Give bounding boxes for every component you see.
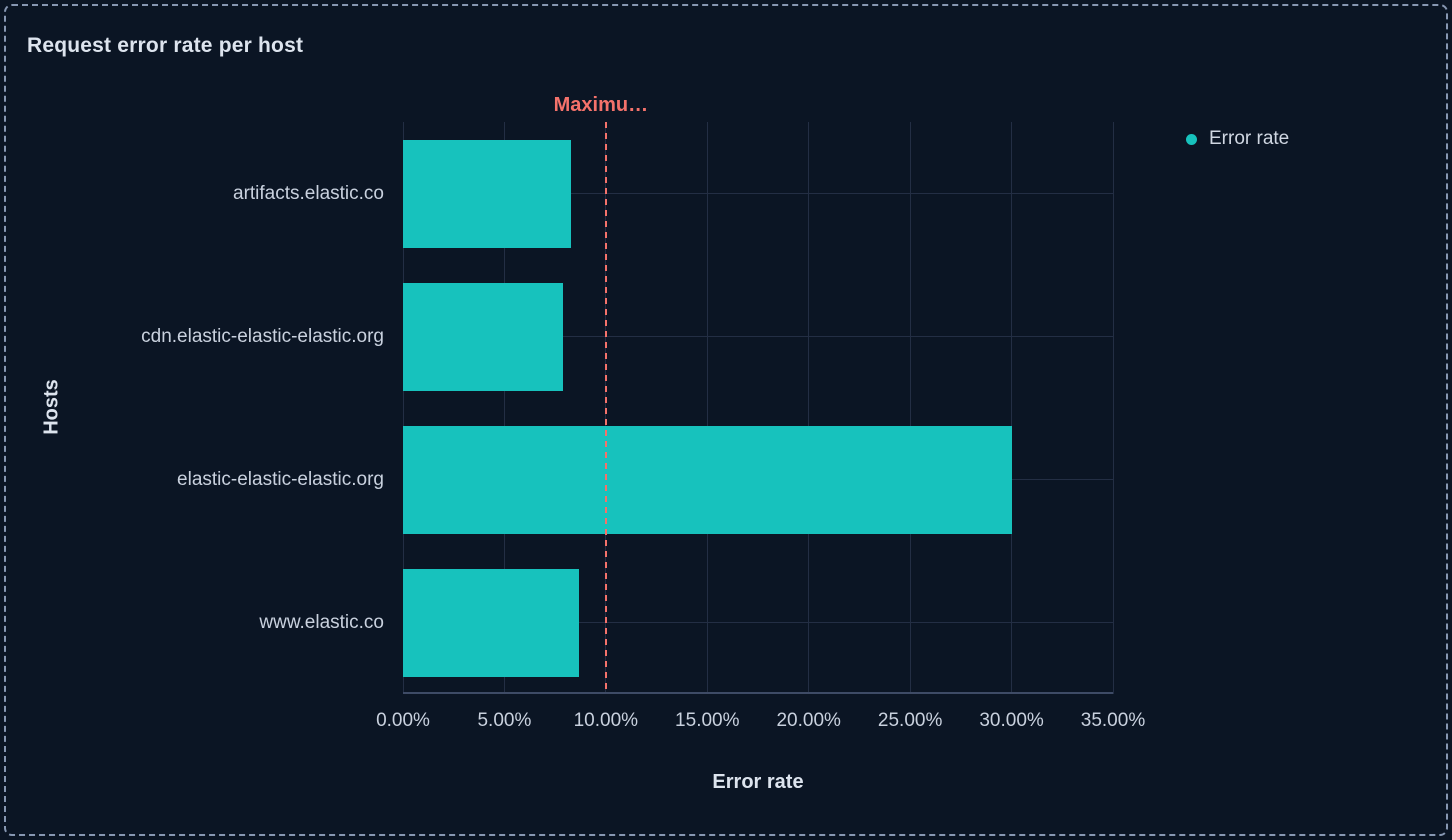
- x-tick-label: 25.00%: [877, 710, 943, 731]
- gridline-vertical: [909, 122, 911, 694]
- gridline-vertical: [503, 122, 505, 694]
- x-axis-title: Error rate: [712, 771, 804, 793]
- x-tick-label: 20.00%: [776, 710, 841, 731]
- y-category-label: www.elastic.co: [259, 611, 384, 633]
- x-tick-label: 15.00%: [675, 710, 740, 731]
- chart-plot-area: Maximu…: [402, 94, 1114, 694]
- gridline-horizontal: [403, 336, 1113, 337]
- gridline-horizontal: [403, 193, 1113, 194]
- gridline-horizontal: [403, 622, 1113, 623]
- threshold-annotation-line: [604, 122, 607, 694]
- threshold-annotation-label: Maximu…: [553, 94, 649, 116]
- gridline-vertical: [1011, 122, 1013, 694]
- legend-series-dot: [1186, 133, 1197, 145]
- x-tick-label: 10.00%: [573, 710, 639, 731]
- legend[interactable]: Error rate: [1186, 128, 1289, 150]
- x-tick-label: 35.00%: [1080, 710, 1146, 731]
- y-category-label: cdn.elastic-elastic-elastic.org: [141, 325, 384, 347]
- x-axis-line: [403, 692, 1113, 694]
- x-tick-label: 5.00%: [477, 710, 532, 731]
- gridline-vertical: [1112, 122, 1114, 694]
- panel-title: Request error rate per host: [27, 34, 304, 58]
- y-axis-category-labels: artifacts.elastic.co cdn.elastic-elastic-…: [0, 0, 384, 840]
- x-tick-label: 30.00%: [979, 710, 1044, 731]
- gridline-vertical: [706, 122, 708, 694]
- gridline-vertical: [808, 122, 810, 694]
- bar-www.elastic.co[interactable]: [403, 568, 580, 677]
- y-category-label: elastic-elastic-elastic.org: [177, 468, 384, 490]
- gridline-vertical: [402, 122, 404, 694]
- bar-cdn.elastic-elastic-elastic.org[interactable]: [403, 282, 564, 391]
- x-tick-label: 0.00%: [376, 710, 430, 731]
- legend-series-label: Error rate: [1209, 128, 1290, 149]
- bar-artifacts.elastic.co[interactable]: [403, 139, 572, 248]
- y-category-label: artifacts.elastic.co: [233, 182, 384, 204]
- bar-elastic-elastic-elastic.org[interactable]: [403, 425, 1012, 534]
